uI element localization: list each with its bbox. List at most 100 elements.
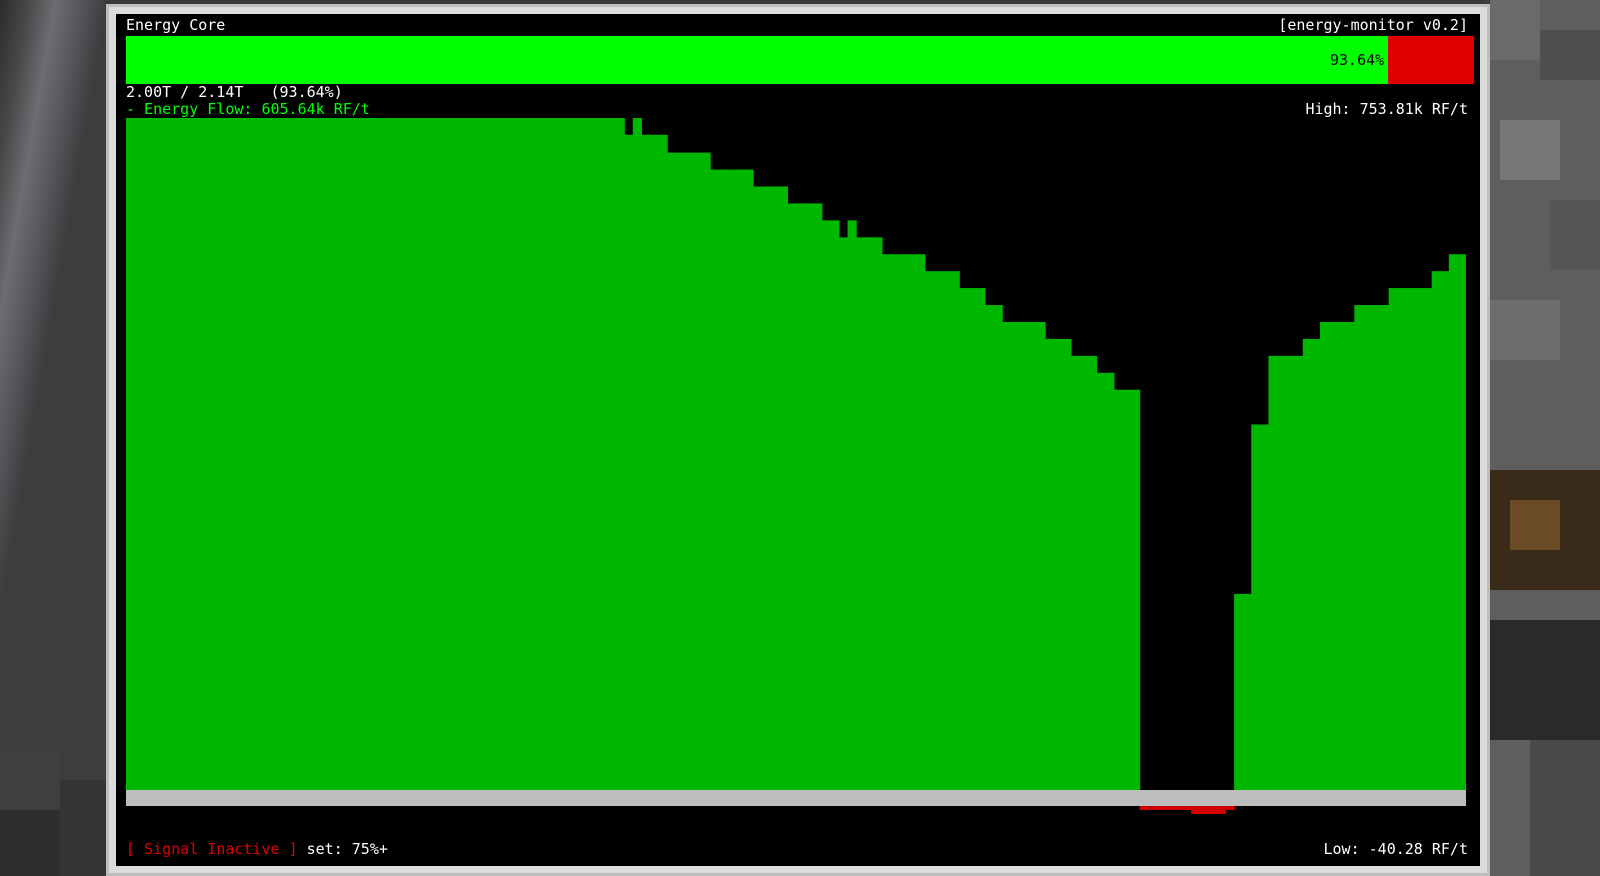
graph-bar [701,152,711,791]
graph-bar [383,118,393,790]
signal-status: [ Signal Inactive ] [126,840,298,858]
graph-bar [821,220,831,791]
graph-bar [512,118,522,790]
graph-bar [1388,288,1398,790]
graph-bar [1380,305,1390,790]
graph-bar [332,118,342,790]
energy-gauge-fill [126,36,1388,84]
graph-bar [838,237,849,790]
graph-bar [1002,321,1012,790]
graph-bar [761,186,771,791]
graph-bar [899,254,909,791]
energy-flow-readout: - Energy Flow: 605.64k RF/t [126,100,370,118]
graph-bar [1010,321,1020,790]
graph-bar [1019,321,1029,790]
graph-bar [830,220,840,791]
graph-bar [692,152,703,791]
graph-bar [486,118,496,790]
graph-bar [495,118,505,790]
graph-bar [349,118,359,790]
graph-bar [864,237,874,790]
graph-bar [1208,806,1218,814]
graph-bar [134,118,144,790]
program-version: [energy-monitor v0.2] [1278,16,1468,34]
graph-bar [1448,254,1459,791]
graph-bar [581,118,591,790]
graph-bar [710,169,720,790]
graph-bar [727,169,737,790]
graph-bar [778,186,789,791]
graph-bar [1294,355,1304,790]
world-background-right [1490,0,1600,876]
graph-bar [976,288,986,790]
graph-bar [1414,288,1424,790]
graph-bar [203,118,213,790]
graph-bar [744,169,754,790]
graph-bar [1319,321,1330,790]
graph-bar [357,118,368,790]
graph-bar [1311,338,1321,790]
graph-bar [1165,806,1175,810]
graph-bar [907,254,917,791]
graph-bar [555,118,565,790]
graph-zero-line [126,790,1466,806]
graph-bar [469,118,479,790]
graph-bar [813,203,823,790]
graph-bar [1096,372,1106,790]
graph-bar [478,118,488,790]
graph-bar [675,152,685,791]
graph-bar [881,254,892,791]
graph-bar [564,118,574,790]
graph-bar [847,220,857,791]
graph-bar [942,271,952,790]
graph-bar [461,118,471,790]
graph-bar [1345,321,1355,790]
graph-bar [589,118,600,790]
graph-bar [1354,305,1364,790]
graph-bar [1251,424,1261,790]
graph-bar [1182,806,1192,810]
graph-bar [1337,321,1347,790]
graph-bar [426,118,436,790]
graph-bar [186,118,196,790]
graph-bar [933,271,943,790]
graph-bar [572,118,582,790]
graph-bar [1191,806,1201,814]
graph-bar [1371,305,1381,790]
graph-bar [1088,355,1098,790]
graph-bar [409,118,419,790]
graph-bar [641,134,651,790]
graph-bar [1139,806,1149,810]
graph-bar [1122,389,1132,790]
graph-bar [1225,806,1235,810]
graph-bar [246,118,256,790]
flow-high-readout: High: 753.81k RF/t [1305,100,1468,118]
world-background-left [0,0,106,876]
graph-bar [984,305,995,790]
graph-bar [916,254,926,791]
stored-energy-readout: 2.00T / 2.14T (93.64%) [126,83,343,101]
graph-bar [890,254,900,791]
graph-bar [1079,355,1089,790]
monitor-title: Energy Core [126,16,226,34]
graph-bar [1053,338,1063,790]
graph-bar [667,152,677,791]
graph-bar [521,118,531,790]
graph-bar [1242,593,1252,790]
graph-bar [126,118,136,790]
graph-bar [924,271,935,790]
graph-bar [1062,338,1072,790]
graph-bar [211,118,222,790]
graph-bar [1148,806,1158,810]
graph-bar [143,118,153,790]
graph-bar [959,288,969,790]
graph-bar [856,237,866,790]
graph-bar [280,118,290,790]
graph-bar [529,118,539,790]
graph-bar [289,118,299,790]
graph-bar [1036,321,1046,790]
graph-bar [632,118,642,790]
graph-bar [1405,288,1416,790]
graph-bar [1285,355,1295,790]
graph-bar [1131,389,1141,790]
